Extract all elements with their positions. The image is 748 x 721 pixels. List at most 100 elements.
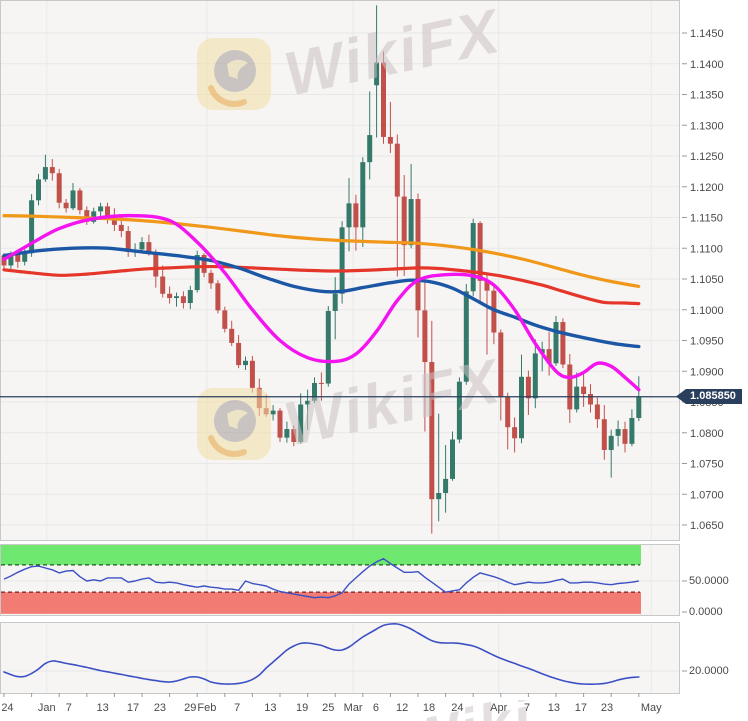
candle-body-up <box>332 293 338 311</box>
candle-body-down <box>249 360 255 388</box>
candle-body-down <box>546 349 552 364</box>
price-axis-label: 1.0650 <box>690 520 724 532</box>
candle-body-up <box>463 291 469 382</box>
candle-body-up <box>553 322 559 364</box>
candle-body-up <box>532 353 538 399</box>
candle-body-down <box>415 199 421 311</box>
date-axis-label: 7 <box>234 702 240 714</box>
candle-body-down <box>215 283 221 311</box>
candle-body-down <box>125 231 131 252</box>
candle-body-down <box>401 196 407 246</box>
date-axis-label: 7 <box>66 702 72 714</box>
candle-body-down <box>63 202 69 209</box>
oscillator-line <box>3 558 639 599</box>
price-axis-label: 1.1450 <box>690 28 724 40</box>
candle-body-down <box>484 280 490 291</box>
candle-body-down <box>318 382 324 384</box>
candle-body-up <box>194 255 200 291</box>
candle-body-down <box>353 203 359 228</box>
gridlines <box>1 1 679 693</box>
candle-body-up <box>243 360 248 366</box>
candle-body-down <box>77 190 83 211</box>
candle-body-down <box>560 322 566 365</box>
candlesticks <box>1 5 642 534</box>
candle-body-down <box>153 252 159 277</box>
price-axis-label: 1.0900 <box>690 366 724 378</box>
candle-body-down <box>105 206 110 218</box>
date-axis-label: 13 <box>548 702 560 714</box>
wikifx-eagle-logo-icon <box>197 38 271 110</box>
ma-mid-blue <box>2 246 641 349</box>
date-axis-label: 13 <box>97 702 109 714</box>
current-price-tag: 1.085850 <box>676 389 742 404</box>
date-axis-label: 6 <box>373 702 379 714</box>
candle-body-down <box>15 254 21 262</box>
candle-body-down <box>491 290 497 333</box>
date-axis-label: Apr <box>490 702 507 714</box>
date-axis-label: 19 <box>296 702 308 714</box>
candle-body-up <box>519 376 524 439</box>
candle-body-down <box>512 427 518 439</box>
wikifx-watermark-partial: WikiFX <box>405 700 535 721</box>
overbought-band <box>1 545 641 565</box>
ma-long-red <box>2 264 641 306</box>
price-axis-label: 1.1250 <box>690 151 724 163</box>
candle-body-up <box>139 242 145 250</box>
candle-body-up <box>8 254 14 266</box>
candle-body-up <box>22 253 28 262</box>
candle-body-up <box>636 396 642 418</box>
date-axis-label: Mar <box>344 702 363 714</box>
candle-body-up <box>305 400 311 405</box>
oscillator-axis-label-50: 50.0000 <box>689 575 729 587</box>
oversold-band <box>1 592 641 614</box>
date-axis[interactable]: 24 Jan 7 13 17 23 29 Feb 7 13 19 25 Mar 6 12 18 24 Apr 7 13… <box>1 693 662 714</box>
candle-body-down <box>229 328 235 343</box>
candle-body-up <box>312 382 317 401</box>
oscillator-bands <box>1 545 641 614</box>
trend-strength-line <box>3 623 640 686</box>
candle-body-down <box>394 143 400 197</box>
date-axis-label: May <box>641 702 662 714</box>
trend-panel-axis-label-20: 20.0000 <box>689 665 729 677</box>
candle-body-down <box>84 210 90 222</box>
candle-body-down <box>525 376 531 399</box>
candle-body-up <box>450 439 455 479</box>
oscillator-line-group <box>3 558 640 686</box>
candle-body-up <box>98 206 104 212</box>
candle-body-up <box>29 200 35 254</box>
candle-body-up <box>574 386 580 410</box>
candle-body-down <box>498 332 504 398</box>
date-axis-label: 13 <box>264 702 276 714</box>
candle-body-up <box>70 190 76 209</box>
candle-body-down <box>160 276 166 294</box>
candle-body-down <box>111 217 117 225</box>
wikifx-eagle-logo-icon <box>197 388 271 460</box>
price-axis-label: 1.0950 <box>690 336 724 348</box>
price-axis-label: 1.0750 <box>690 459 724 471</box>
price-axis-label: 1.1200 <box>690 182 724 194</box>
candle-body-up <box>174 296 179 299</box>
candle-body-down <box>381 62 386 137</box>
candle-body-up <box>470 223 476 292</box>
candle-body-down <box>201 255 207 273</box>
candle-body-up <box>339 227 345 294</box>
candle-body-down <box>208 272 214 284</box>
price-axis[interactable]: 1.1450 1.1400 1.1350 1.1300 1.1250 1.1200 1.11… <box>682 28 724 672</box>
price-axis-label: 1.0800 <box>690 428 724 440</box>
candle-body-up <box>629 417 635 444</box>
ma-fast-magenta <box>2 213 641 392</box>
candle-body-down <box>180 296 186 303</box>
candle-body-up <box>360 162 366 228</box>
candle-body-down <box>622 429 628 444</box>
candle-body-down <box>167 293 173 299</box>
current-price-value: 1.085850 <box>690 390 736 402</box>
candle-body-up <box>42 167 48 180</box>
date-axis-label: 24 <box>451 702 463 714</box>
price-axis-label: 1.1000 <box>690 305 724 317</box>
candle-body-down <box>236 342 242 366</box>
candle-body-down <box>222 310 228 329</box>
date-axis-label: 18 <box>423 702 435 714</box>
candle-body-up <box>443 478 449 494</box>
candle-body-up <box>91 211 97 222</box>
